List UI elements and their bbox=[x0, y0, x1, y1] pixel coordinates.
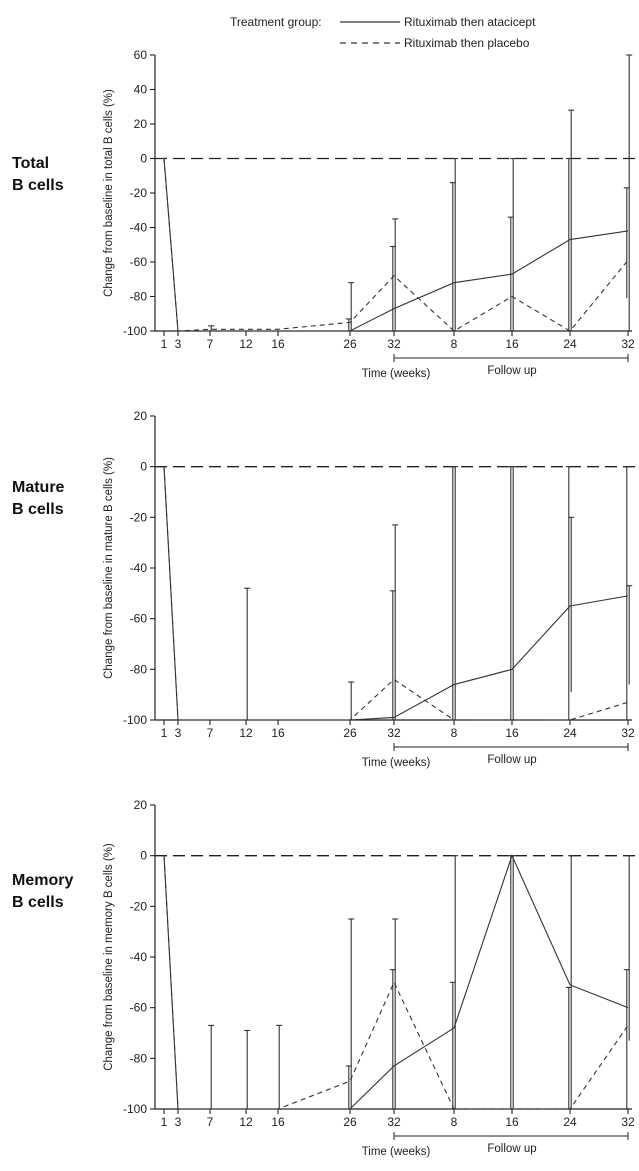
x-tick-label: 32 bbox=[621, 337, 635, 351]
panel-label-line-1: Memory bbox=[12, 872, 73, 889]
panel-label-line-2: B cells bbox=[12, 501, 64, 518]
x-tick-label: 7 bbox=[207, 337, 214, 351]
x-tick-label: 3 bbox=[175, 726, 182, 740]
y-tick-label: 40 bbox=[134, 83, 148, 97]
y-tick-label: -20 bbox=[130, 510, 148, 524]
x-tick-label: 24 bbox=[563, 337, 577, 351]
y-tick-label: -40 bbox=[130, 221, 148, 235]
x-axis-label: Time (weeks) bbox=[362, 757, 431, 769]
x-axis-label: Time (weeks) bbox=[362, 368, 431, 380]
x-tick-label: 16 bbox=[505, 337, 519, 351]
y-axis-label: Change from baseline in memory B cells (… bbox=[103, 843, 115, 1071]
y-tick-label: 20 bbox=[134, 409, 148, 423]
y-tick-label: -60 bbox=[130, 1001, 148, 1015]
series-line bbox=[163, 854, 629, 1110]
y-tick-label: -40 bbox=[130, 561, 148, 575]
y-tick-label: 60 bbox=[134, 48, 148, 62]
series-line bbox=[163, 158, 629, 332]
x-tick-label: 12 bbox=[239, 1115, 253, 1129]
y-tick-label: -40 bbox=[130, 950, 148, 964]
y-tick-label: -60 bbox=[130, 612, 148, 626]
x-tick-label: 7 bbox=[207, 1115, 214, 1129]
series-placebo bbox=[163, 855, 630, 1110]
follow-up-label: Follow up bbox=[487, 754, 536, 766]
panel-label-line-2: B cells bbox=[12, 894, 64, 911]
x-tick-label: 1 bbox=[161, 726, 168, 740]
y-tick-label: -80 bbox=[130, 662, 148, 676]
x-tick-label: 26 bbox=[343, 726, 357, 740]
x-tick-label: 8 bbox=[451, 337, 458, 351]
y-tick-label: 20 bbox=[134, 117, 148, 131]
panel-label-line-1: Mature bbox=[12, 479, 65, 496]
x-tick-label: 16 bbox=[271, 337, 285, 351]
chart-panel-1: Total B cells -100 -80 -60 -40 -20 0 20 40 60 Chang… bbox=[12, 48, 636, 380]
panel-label-line-1: Total bbox=[12, 155, 49, 172]
y-tick-label: -100 bbox=[123, 324, 147, 338]
chart-panel-3: Memory B cells -100 -80 -60 -40 -20 0 20 Change f… bbox=[12, 798, 636, 1158]
series-line bbox=[163, 855, 629, 1110]
x-tick-label: 8 bbox=[451, 726, 458, 740]
x-tick-label: 12 bbox=[239, 337, 253, 351]
x-tick-label: 1 bbox=[161, 337, 168, 351]
x-tick-label: 1 bbox=[161, 1115, 168, 1129]
x-tick-label: 16 bbox=[505, 1115, 519, 1129]
x-tick-label: 16 bbox=[271, 726, 285, 740]
x-tick-label: 16 bbox=[505, 726, 519, 740]
x-tick-label: 7 bbox=[207, 726, 214, 740]
y-axis-label: Change from baseline in total B cells (%… bbox=[103, 89, 115, 297]
y-tick-label: 0 bbox=[140, 849, 147, 863]
y-tick-label: -80 bbox=[130, 1051, 148, 1065]
x-tick-label: 32 bbox=[621, 726, 635, 740]
y-tick-label: 0 bbox=[140, 152, 147, 166]
y-axis-label: Change from baseline in mature B cells (… bbox=[103, 457, 115, 679]
y-tick-label: -80 bbox=[130, 290, 148, 304]
x-tick-label: 12 bbox=[239, 726, 253, 740]
panel-label-line-2: B cells bbox=[12, 177, 64, 194]
x-tick-label: 24 bbox=[563, 1115, 577, 1129]
y-tick-label: -20 bbox=[130, 186, 148, 200]
x-tick-label: 3 bbox=[175, 1115, 182, 1129]
y-tick-label: 0 bbox=[140, 460, 147, 474]
x-tick-label: 3 bbox=[175, 337, 182, 351]
series-line bbox=[163, 466, 629, 721]
x-tick-label: 32 bbox=[621, 1115, 635, 1129]
follow-up-label: Follow up bbox=[487, 365, 536, 377]
y-tick-label: -100 bbox=[123, 1102, 147, 1116]
x-tick-label: 8 bbox=[451, 1115, 458, 1129]
x-tick-label: 32 bbox=[387, 1115, 401, 1129]
y-tick-label: -60 bbox=[130, 255, 148, 269]
chart-panel-2: Mature B cells -100 -80 -60 -40 -20 0 20 Change f… bbox=[12, 409, 636, 769]
x-tick-label: 32 bbox=[387, 726, 401, 740]
series-line bbox=[163, 158, 629, 332]
x-tick-label: 26 bbox=[343, 1115, 357, 1129]
follow-up-label: Follow up bbox=[487, 1143, 536, 1155]
x-tick-label: 26 bbox=[343, 337, 357, 351]
legend: Treatment group: Rituximab then atacicep… bbox=[230, 15, 536, 50]
x-tick-label: 24 bbox=[563, 726, 577, 740]
y-tick-label: 20 bbox=[134, 798, 148, 812]
series-placebo bbox=[163, 157, 630, 332]
series-atacicept bbox=[163, 54, 633, 332]
legend-entry-atacicept: Rituximab then atacicept bbox=[404, 15, 536, 29]
y-tick-label: -20 bbox=[130, 899, 148, 913]
x-axis-label: Time (weeks) bbox=[362, 1146, 431, 1158]
series-atacicept bbox=[163, 854, 633, 1110]
y-tick-label: -100 bbox=[123, 713, 147, 727]
series-placebo bbox=[163, 466, 630, 721]
legend-title: Treatment group: bbox=[230, 15, 322, 29]
legend-entry-placebo: Rituximab then placebo bbox=[404, 36, 530, 50]
x-tick-label: 32 bbox=[387, 337, 401, 351]
x-tick-label: 16 bbox=[271, 1115, 285, 1129]
series-line bbox=[163, 466, 629, 721]
chart-panels: Total B cells -100 -80 -60 -40 -20 0 20 40 60 Chang… bbox=[12, 48, 636, 1158]
